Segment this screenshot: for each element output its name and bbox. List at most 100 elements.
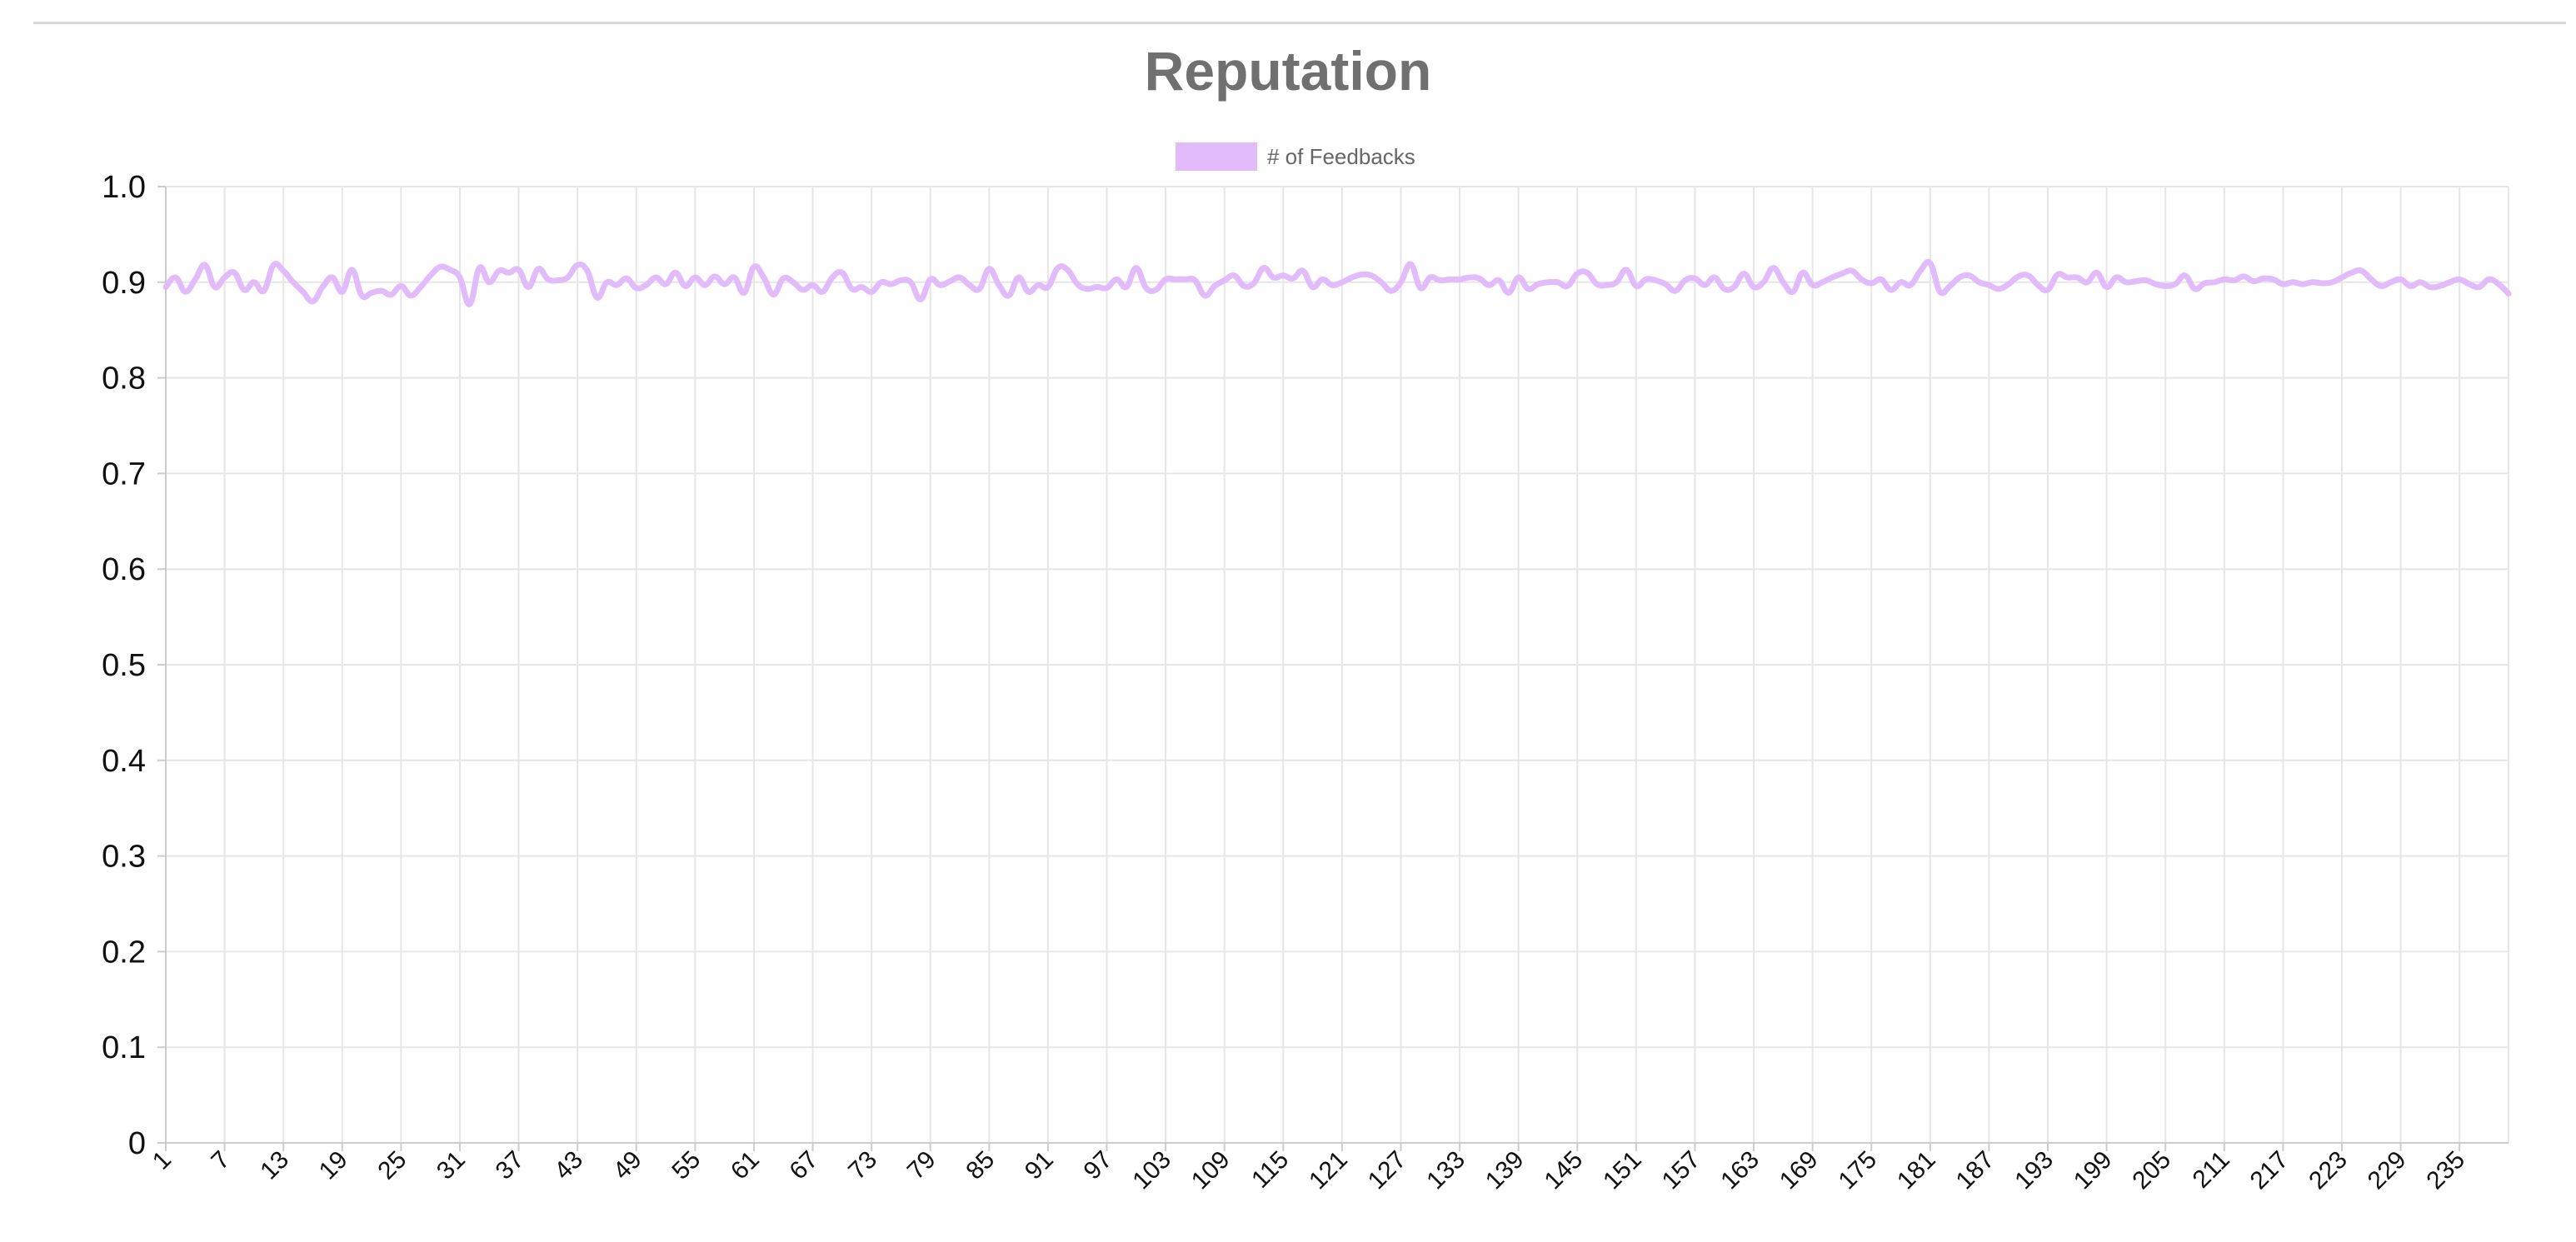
data-point (2232, 278, 2237, 283)
data-point (801, 287, 806, 292)
data-point (2025, 273, 2030, 278)
data-point (1467, 275, 1472, 280)
x-tick-label: 103 (1127, 1146, 1176, 1195)
data-point (2418, 280, 2423, 285)
data-point (1251, 281, 1256, 286)
data-point (1986, 282, 1991, 287)
x-tick-label: 145 (1539, 1146, 1588, 1195)
x-tick-label: 217 (2245, 1146, 2294, 1195)
x-tick-label: 121 (1304, 1146, 1353, 1195)
data-point (1644, 277, 1649, 282)
data-point (477, 266, 482, 271)
y-tick-label: 0.7 (102, 456, 146, 491)
x-tick-label: 25 (372, 1146, 412, 1185)
data-point (1095, 285, 1100, 290)
data-point (1780, 280, 1785, 285)
data-point (1761, 280, 1766, 285)
x-tick-label: 163 (1715, 1146, 1765, 1195)
data-point (820, 289, 825, 294)
data-point (2300, 282, 2305, 287)
data-point (1350, 275, 1355, 280)
data-point (2153, 282, 2158, 287)
data-point (830, 275, 835, 280)
data-point (1134, 266, 1139, 271)
data-point (1977, 280, 1982, 285)
data-point (2477, 285, 2482, 290)
data-point (2457, 277, 2462, 282)
data-point (2212, 280, 2217, 285)
legend-swatch (1176, 142, 1257, 171)
data-point (1457, 277, 1462, 282)
data-point (2016, 274, 2021, 279)
data-point (1634, 283, 1639, 288)
data-point (947, 279, 952, 284)
x-tick-label: 223 (2304, 1146, 2353, 1195)
data-point (1173, 277, 1178, 282)
data-point (1428, 275, 1433, 280)
data-point (928, 277, 933, 282)
data-point (1996, 287, 2001, 292)
data-point (1212, 283, 1217, 288)
data-point (1408, 262, 1413, 267)
y-tick-label: 0.8 (102, 362, 146, 397)
data-point (428, 273, 433, 278)
data-point (457, 275, 462, 280)
data-point (879, 280, 884, 285)
data-point (2447, 280, 2452, 285)
data-point (2202, 281, 2207, 286)
data-point (1575, 271, 1580, 276)
data-point (281, 268, 286, 273)
data-point (1231, 273, 1236, 278)
x-tick-label: 49 (608, 1146, 647, 1185)
data-point (585, 268, 590, 273)
data-point (2369, 277, 2374, 282)
x-tick-label: 181 (1892, 1146, 1941, 1195)
data-point (702, 282, 707, 287)
data-point (1800, 270, 1805, 275)
data-point (1310, 285, 1315, 290)
x-tick-label: 43 (549, 1146, 588, 1185)
data-point (889, 282, 894, 287)
data-point (1683, 278, 1688, 283)
data-point (1595, 282, 1600, 287)
data-point (604, 280, 609, 285)
data-point (487, 280, 492, 285)
series-line (162, 258, 2512, 307)
data-point (2280, 282, 2285, 287)
legend[interactable]: # of Feedbacks (1176, 142, 1415, 172)
y-tick-label: 1.0 (102, 170, 146, 205)
data-point (1477, 276, 1482, 281)
data-point (183, 289, 188, 294)
data-point (2055, 272, 2060, 277)
axes (165, 187, 2509, 1144)
data-point (996, 282, 1001, 287)
data-point (1732, 285, 1737, 290)
data-point (2438, 283, 2443, 288)
data-point (937, 282, 942, 287)
data-point (1879, 277, 1884, 282)
data-point (840, 270, 845, 275)
data-point (1614, 280, 1619, 285)
data-point (1535, 282, 1540, 287)
data-point (898, 278, 903, 283)
data-point (1869, 281, 1874, 286)
data-point (1692, 276, 1697, 281)
data-point (850, 287, 855, 292)
data-point (2329, 280, 2334, 285)
data-point (673, 270, 678, 275)
y-tick-label: 0.9 (102, 266, 146, 301)
data-point (2379, 283, 2384, 288)
data-point (761, 275, 766, 280)
data-point (1565, 283, 1570, 288)
data-point (722, 282, 727, 287)
data-point (398, 283, 403, 288)
data-point (310, 299, 315, 304)
data-point (1820, 280, 1825, 285)
x-tick-label: 61 (726, 1146, 765, 1185)
x-tick-label: 19 (314, 1146, 353, 1185)
data-point (1899, 280, 1904, 285)
data-point (1438, 278, 1443, 283)
data-point (1918, 268, 1923, 273)
x-tick-label: 139 (1480, 1146, 1530, 1195)
